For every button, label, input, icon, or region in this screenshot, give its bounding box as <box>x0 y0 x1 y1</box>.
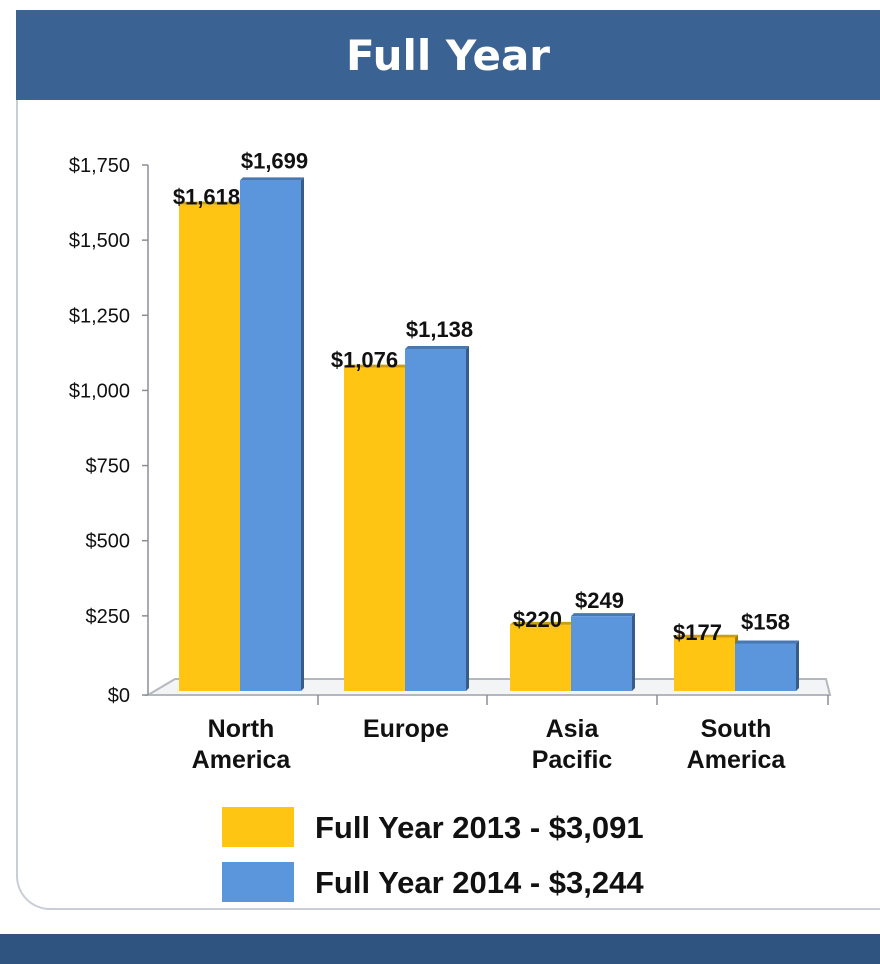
x-tick-label: America <box>687 746 787 774</box>
x-tick-label: North <box>208 715 275 743</box>
y-tick-label: $500 <box>86 531 131 553</box>
bar-2013-2 <box>510 621 574 691</box>
data-label: $1,618 <box>173 185 240 210</box>
bar-chart: $0 $250 $500 $750 $1,000 $1,250 $1,500 $1,750 $… <box>69 148 832 902</box>
bars <box>179 177 799 692</box>
data-label: $1,076 <box>331 348 398 373</box>
y-tick-label: $1,250 <box>69 305 130 327</box>
data-label: $249 <box>575 588 624 613</box>
y-axis: $0 $250 $500 $750 $1,000 $1,250 $1,500 $1,750 <box>69 155 149 707</box>
legend-label-2013: Full Year 2013 - $3,091 <box>315 810 644 845</box>
y-tick-label: $1,500 <box>69 230 130 252</box>
bar-2013-3 <box>674 634 738 691</box>
y-tick-label: $1,000 <box>69 380 130 402</box>
chart-title-banner: Full Year <box>16 10 880 100</box>
x-tick-label: America <box>192 746 292 774</box>
bar-2014-1 <box>405 345 469 691</box>
x-tick-label: South <box>701 715 772 743</box>
legend-swatch-2014 <box>222 862 294 902</box>
footer-bar <box>0 934 880 964</box>
bar-2013-1 <box>344 364 408 691</box>
y-tick-label: $750 <box>86 456 131 478</box>
x-tick-label: Europe <box>363 715 449 743</box>
bar-2014-3 <box>735 640 799 691</box>
chart-title: Full Year <box>345 30 550 80</box>
legend: Full Year 2013 - $3,091 Full Year 2014 -… <box>222 807 644 902</box>
data-label: $158 <box>741 610 790 635</box>
x-tick-label: Pacific <box>532 746 613 774</box>
chart-floor-plane <box>144 678 832 696</box>
y-tick-label: $250 <box>86 606 131 628</box>
y-tick-label: $0 <box>108 685 130 707</box>
data-labels: $1,618$1,699 $1,076 $1,138 $220 $249 $177 $158 <box>173 148 790 644</box>
legend-swatch-2013 <box>222 807 294 847</box>
data-label: $1,138 <box>406 317 473 342</box>
data-label: $1,699 <box>241 148 308 173</box>
bar-2014-2 <box>571 613 635 691</box>
chart-floor <box>144 678 832 696</box>
bar-2014-0 <box>240 177 304 691</box>
legend-label-2014: Full Year 2014 - $3,244 <box>315 865 644 900</box>
data-label: $177 <box>673 620 722 645</box>
y-tick-label: $1,750 <box>69 155 130 177</box>
data-label: $220 <box>513 607 562 632</box>
x-tick-label: Asia <box>546 715 600 743</box>
bar-2013-0 <box>179 201 243 692</box>
x-axis: North America Europe Asia Pacific South Americ… <box>192 695 829 774</box>
